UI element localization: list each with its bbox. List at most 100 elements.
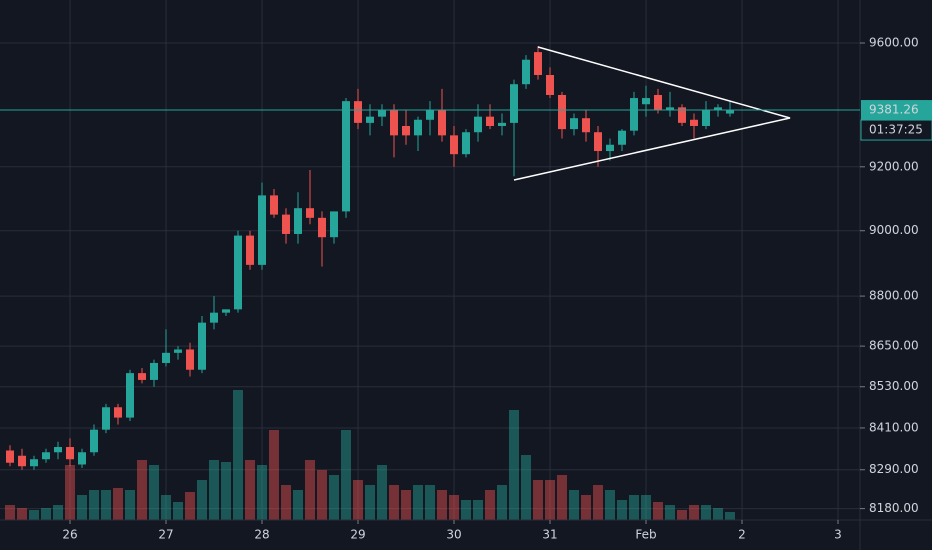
last-price-label: 9381.26 <box>869 103 919 117</box>
volume-bar <box>173 502 183 520</box>
y-tick-label: 9600.00 <box>869 36 919 50</box>
volume-bar <box>161 495 171 520</box>
candle-body <box>6 450 14 463</box>
volume-bar <box>533 480 543 520</box>
volume-bar <box>209 460 219 520</box>
volume-bar <box>233 390 243 520</box>
triangle-drawing <box>513 46 791 181</box>
candle-body <box>270 195 278 215</box>
volume-bar <box>305 460 315 520</box>
candle-body <box>630 98 638 131</box>
candle-body <box>66 447 74 460</box>
volume-bar <box>665 505 675 520</box>
candle-body <box>282 214 290 234</box>
volume-bar <box>377 465 387 520</box>
x-tick-label: 29 <box>350 528 365 542</box>
volume-bar <box>17 508 27 520</box>
candle-body <box>294 208 302 234</box>
candle-body <box>54 447 62 453</box>
candle-body <box>138 373 146 380</box>
candle-body <box>582 118 590 133</box>
candle-body <box>126 373 134 418</box>
volume-bar <box>125 490 135 520</box>
volume-layer <box>5 390 735 520</box>
countdown-tag <box>860 119 932 141</box>
candle-body <box>414 119 422 136</box>
volume-bar <box>449 495 459 520</box>
candle-body <box>690 119 698 126</box>
candle-body <box>438 110 446 136</box>
volume-bar <box>641 495 651 520</box>
candle-body <box>162 352 170 363</box>
candle-body <box>90 429 98 453</box>
volume-bar <box>5 505 15 520</box>
candle-body <box>342 101 350 212</box>
candle-body <box>486 116 494 126</box>
candle-body <box>654 94 662 111</box>
candle-body <box>546 74 554 95</box>
candle-body <box>570 118 578 130</box>
candle-body <box>174 349 182 353</box>
volume-bar <box>197 480 207 520</box>
volume-bar <box>137 460 147 520</box>
grid <box>0 0 860 520</box>
candle-body <box>666 107 674 111</box>
candle-layer <box>6 46 734 470</box>
candle-body <box>30 459 38 467</box>
volume-bar <box>689 505 699 520</box>
volume-bar <box>461 500 471 520</box>
volume-bar <box>713 508 723 520</box>
y-tick-label: 8530.00 <box>869 379 919 393</box>
x-tick-label: Feb <box>635 528 656 542</box>
volume-bar <box>317 470 327 520</box>
last-price-tag <box>861 100 932 121</box>
volume-bar <box>725 512 735 520</box>
volume-bar <box>77 495 87 520</box>
candle-body <box>246 235 254 265</box>
x-tick-label: 30 <box>446 528 461 542</box>
candle-body <box>330 211 338 238</box>
volume-bar <box>413 485 423 520</box>
x-tick-label: 27 <box>158 528 173 542</box>
volume-bar <box>593 485 603 520</box>
candle-body <box>78 452 86 465</box>
y-tick-label: 9000.00 <box>869 223 919 237</box>
candle-body <box>678 107 686 123</box>
candle-body <box>378 110 386 117</box>
candle-body <box>426 110 434 120</box>
y-tick-label: 9200.00 <box>869 159 919 173</box>
volume-bar <box>29 510 39 520</box>
volume-bar <box>401 490 411 520</box>
volume-bar <box>281 485 291 520</box>
candle-body <box>534 52 542 75</box>
axes: 8180.00 8290.00 8410.00 8530.00 8650.00 8800.… <box>0 36 932 542</box>
candle-body <box>198 322 206 370</box>
candle-body <box>354 101 362 123</box>
volume-bar <box>653 502 663 520</box>
candle-body <box>642 98 650 105</box>
candle-body <box>186 349 194 370</box>
candle-body <box>462 132 470 155</box>
y-tick-label: 8180.00 <box>869 501 919 515</box>
candle-body <box>18 455 26 467</box>
candle-body <box>450 135 458 155</box>
volume-bar <box>389 485 399 520</box>
x-tick-label: 28 <box>254 528 269 542</box>
volume-bar <box>293 490 303 520</box>
candle-body <box>402 125 410 136</box>
candle-body <box>726 110 734 114</box>
volume-bar <box>329 475 339 520</box>
volume-bar <box>89 490 99 520</box>
x-tick-label: 2 <box>738 528 746 542</box>
candle-body <box>258 195 266 265</box>
volume-bar <box>113 488 123 520</box>
volume-bar <box>245 460 255 520</box>
countdown-label: 01:37:25 <box>869 123 923 137</box>
candle-body <box>390 110 398 136</box>
x-tick-label: 26 <box>62 528 77 542</box>
volume-bar <box>485 490 495 520</box>
volume-bar <box>629 495 639 520</box>
y-tick-label: 8410.00 <box>869 420 919 434</box>
